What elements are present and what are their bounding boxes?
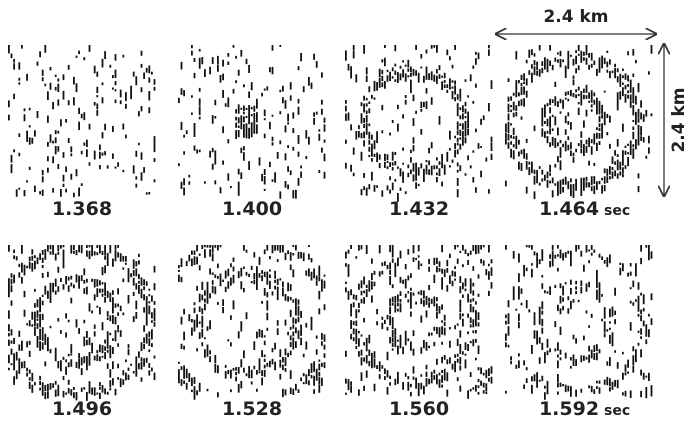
body: {"scale": {"horizontal": "2.4 km", "vert… [0,0,693,422]
wavefield-texture [505,45,652,199]
wavefield-texture [345,45,492,202]
time-unit: sec [604,203,630,219]
snapshot-panel: 1.464 sec [505,45,652,220]
wavefield-texture [178,45,325,199]
snapshot-panel: 1.400 [178,45,325,220]
snapshot-panel: 1.560 [345,245,492,420]
horizontal-scale-label: 2.4 km [543,7,608,27]
snapshot-panel: 1.432 [345,45,492,220]
time-unit: sec [604,403,630,419]
time-label: 1.432 [389,198,449,220]
time-label: 1.400 [222,198,282,220]
time-label: 1.592 [539,398,599,420]
figure: 2.4 km 2.4 km 1.3681.4001.4321.464sec1.4… [0,0,693,422]
time-label: 1.496 [52,398,112,420]
time-label: 1.464 [539,198,599,220]
time-label: 1.528 [222,398,282,420]
wavefield-texture [8,245,155,401]
snapshot-panel: 1.368 [8,45,155,220]
snapshot-panel: 1.528 [178,245,325,420]
snapshot-panel: 1.592 sec [505,245,652,420]
time-label: 1.368 [52,198,112,220]
wavefield-texture [345,245,492,399]
time-label: 1.560 [389,398,449,420]
page: html, body { margin: 0; padding: 0; back… [0,0,693,422]
wavefield-texture [178,245,325,400]
snapshot-panel: 1.496 [8,245,155,420]
vertical-scale-label: 2.4 km [669,87,689,152]
wavefield-texture [8,45,155,197]
wavefield-texture [505,245,652,400]
